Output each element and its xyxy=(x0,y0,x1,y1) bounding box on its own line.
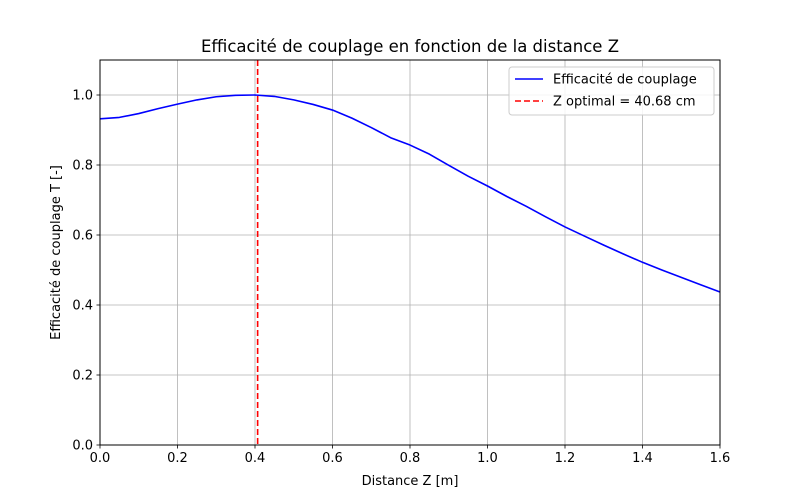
legend: Efficacité de couplage Z optimal = 40.68 … xyxy=(508,66,715,116)
y-tick-label: 1.0 xyxy=(72,89,93,104)
y-tick-label: 0.8 xyxy=(72,159,93,174)
x-axis-label: Distance Z [m] xyxy=(362,474,459,489)
x-tick-label: 1.6 xyxy=(710,451,731,466)
legend-box xyxy=(508,66,715,116)
x-tick-label: 1.0 xyxy=(477,451,498,466)
y-axis-label: Efficacité de couplage T [-] xyxy=(49,165,64,340)
x-tick-label: 1.4 xyxy=(632,451,653,466)
legend-label: Z optimal = 40.68 cm xyxy=(553,95,696,110)
plot-data xyxy=(99,60,721,445)
legend-label: Efficacité de couplage xyxy=(553,73,697,88)
series-line xyxy=(99,94,721,293)
y-tick-label: 0.4 xyxy=(72,299,93,314)
y-tick-label: 0.0 xyxy=(72,439,93,454)
x-tick-label: 1.2 xyxy=(555,451,576,466)
x-tick-label: 0.4 xyxy=(245,451,266,466)
y-tick-label: 0.6 xyxy=(72,229,93,244)
x-tick-label: 0.2 xyxy=(167,451,188,466)
grid xyxy=(99,60,721,446)
axis-ticks: 0.0 0.2 0.4 0.6 0.8 1.0 1.2 1.4 1.6 0.0 0.2 0.4 0.6 0… xyxy=(72,89,730,467)
x-tick-label: 0.6 xyxy=(322,451,343,466)
y-tick-label: 0.2 xyxy=(72,369,93,384)
x-tick-label: 0.0 xyxy=(90,451,111,466)
x-tick-label: 0.8 xyxy=(400,451,421,466)
chart-title: Efficacité de couplage en fonction de la… xyxy=(201,37,619,56)
